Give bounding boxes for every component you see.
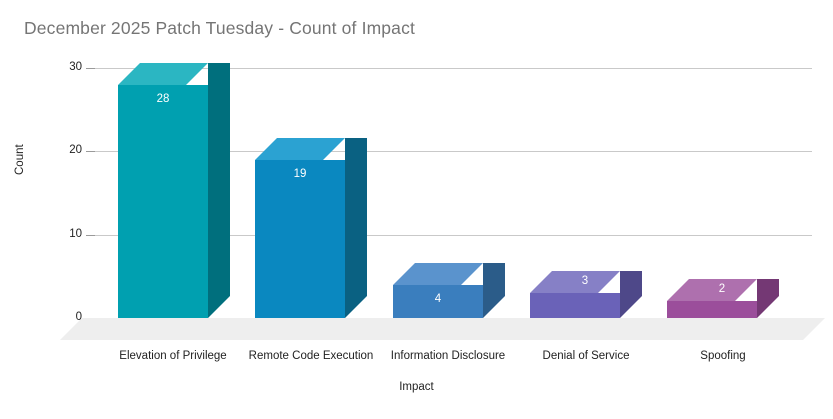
bar-top-face [118, 63, 208, 85]
bar-front-face [667, 301, 757, 318]
bar-front-face [530, 293, 620, 318]
chart-floor [60, 318, 825, 340]
x-axis-title: Impact [399, 381, 434, 393]
x-tick-label-elevation-of-privilege: Elevation of Privilege [119, 350, 227, 362]
x-tick-label-denial-of-service: Denial of Service [542, 350, 630, 362]
x-tick-label-remote-code-execution: Remote Code Execution [248, 350, 374, 362]
y-tick-label-20: 20 [69, 144, 82, 156]
bar-denial-of-service[interactable]: 3 [530, 271, 620, 318]
bar-top-face [393, 263, 483, 285]
bar-front-face [118, 85, 208, 318]
y-tick-mark-20 [86, 151, 95, 152]
y-tick-label-0: 0 [75, 311, 82, 323]
gridline-30 [95, 68, 812, 69]
bar-elevation-of-privilege[interactable]: 28 [118, 63, 208, 318]
x-tick-label-spoofing: Spoofing [700, 350, 746, 362]
chart-title: December 2025 Patch Tuesday - Count of I… [24, 18, 415, 38]
y-axis-title: Count [14, 144, 26, 175]
bar-front-face [393, 285, 483, 318]
bar-side-face [345, 138, 367, 318]
y-tick-label-10: 10 [69, 228, 82, 240]
gridline-20 [95, 151, 812, 152]
bar-top-face [255, 138, 345, 160]
bar-front-face [255, 160, 345, 318]
bar-side-face [208, 63, 230, 318]
bar-information-disclosure[interactable]: 4 [393, 263, 483, 318]
y-tick-mark-30 [86, 68, 95, 69]
y-tick-label-30: 30 [69, 61, 82, 73]
bar-spoofing[interactable]: 2 [667, 279, 757, 318]
bar-remote-code-execution[interactable]: 19 [255, 138, 345, 318]
bar-top-face [530, 271, 620, 293]
gridline-10 [95, 235, 812, 236]
y-tick-mark-10 [86, 235, 95, 236]
bar-top-face [667, 279, 757, 301]
x-tick-label-information-disclosure: Information Disclosure [390, 350, 506, 362]
